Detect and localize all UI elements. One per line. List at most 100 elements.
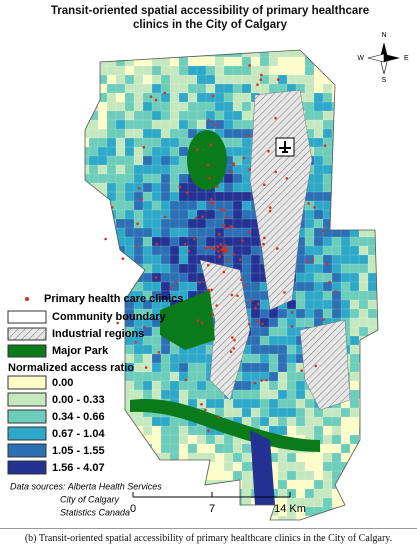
- area-cell: [367, 443, 378, 454]
- clinic: [248, 230, 251, 234]
- area-cell: [259, 389, 270, 400]
- area-cell: [250, 506, 261, 517]
- area-cell: [367, 371, 378, 382]
- area-cell: [160, 74, 171, 85]
- area-cell: [268, 65, 279, 76]
- clinic: [211, 313, 215, 316]
- legend-clinic-symbol: [25, 297, 29, 301]
- area-cell: [286, 452, 297, 463]
- clinics: [104, 64, 337, 433]
- area-cell: [142, 182, 153, 193]
- area-cell: [142, 326, 153, 337]
- area-cell: [367, 506, 378, 517]
- area-cell: [295, 65, 306, 76]
- area-cell: [97, 227, 108, 238]
- area-cell: [196, 497, 207, 508]
- area-cell: [367, 479, 378, 490]
- area-cell: [115, 218, 126, 229]
- area-cell: [367, 119, 378, 130]
- area-cell: [358, 506, 369, 517]
- area-cell: [151, 515, 162, 520]
- clinic: [206, 163, 210, 167]
- area-cell: [358, 218, 369, 229]
- area-cell: [376, 254, 378, 265]
- area-cell: [322, 308, 333, 319]
- area-cell: [88, 272, 99, 283]
- area-cell: [304, 515, 315, 520]
- area-cell: [331, 155, 342, 166]
- scale-label: 0: [130, 503, 136, 515]
- area-cell: [250, 245, 261, 256]
- area-cell: [106, 182, 117, 193]
- clinic: [149, 95, 153, 98]
- area-cell: [169, 254, 180, 265]
- area-cell: [115, 164, 126, 175]
- area-cell: [169, 434, 180, 445]
- area-cell: [241, 200, 252, 211]
- area-cell: [178, 119, 189, 130]
- area-cell: [85, 254, 90, 265]
- area-cell: [349, 398, 360, 409]
- area-cell: [223, 56, 234, 67]
- area-cell: [331, 227, 342, 238]
- area-cell: [106, 83, 117, 94]
- area-cell: [313, 110, 324, 121]
- area-cell: [250, 389, 261, 400]
- area-cell: [304, 308, 315, 319]
- area-cell: [124, 101, 135, 112]
- clinic: [163, 91, 167, 95]
- area-cell: [349, 506, 360, 517]
- area-cell: [223, 398, 234, 409]
- clinic: [218, 255, 221, 258]
- area-cell: [106, 155, 117, 166]
- area-cell: [88, 155, 99, 166]
- area-cell: [133, 461, 144, 472]
- area-cell: [223, 50, 234, 58]
- area-cell: [295, 515, 306, 520]
- area-cell: [340, 56, 351, 67]
- area-cell: [241, 218, 252, 229]
- area-cell: [151, 281, 162, 292]
- area-cell: [142, 200, 153, 211]
- area-cell: [196, 353, 207, 364]
- area-cell: [340, 65, 351, 76]
- clinic: [221, 248, 224, 252]
- area-cell: [205, 389, 216, 400]
- area-cell: [331, 506, 342, 517]
- area-cell: [178, 56, 189, 67]
- area-cell: [259, 335, 270, 346]
- area-cell: [295, 371, 306, 382]
- area-cell: [304, 470, 315, 481]
- area-cell: [178, 452, 189, 463]
- area-cell: [358, 83, 369, 94]
- area-cell: [322, 164, 333, 175]
- area-cell: [277, 452, 288, 463]
- clinic: [325, 262, 329, 266]
- area-cell: [133, 281, 144, 292]
- area-cell: [196, 227, 207, 238]
- area-cell: [214, 515, 225, 520]
- clinic: [178, 185, 182, 189]
- legend-swatch: [7, 409, 47, 424]
- area-cell: [205, 398, 216, 409]
- area-cell: [304, 200, 315, 211]
- area-cell: [169, 272, 180, 283]
- scale-label: 14 Km: [274, 503, 306, 515]
- area-cell: [295, 281, 306, 292]
- area-cell: [223, 470, 234, 481]
- area-cell: [295, 389, 306, 400]
- area-cell: [160, 371, 171, 382]
- area-cell: [349, 488, 360, 499]
- area-cell: [313, 92, 324, 103]
- clinic: [157, 351, 161, 354]
- area-cell: [313, 470, 324, 481]
- legend-swatch: [7, 392, 47, 407]
- clinic: [217, 415, 220, 419]
- area-cell: [160, 200, 171, 211]
- area-cell: [349, 254, 360, 265]
- area-cell: [349, 65, 360, 76]
- clinic: [194, 216, 198, 219]
- area-cell: [142, 227, 153, 238]
- area-cell: [349, 119, 360, 130]
